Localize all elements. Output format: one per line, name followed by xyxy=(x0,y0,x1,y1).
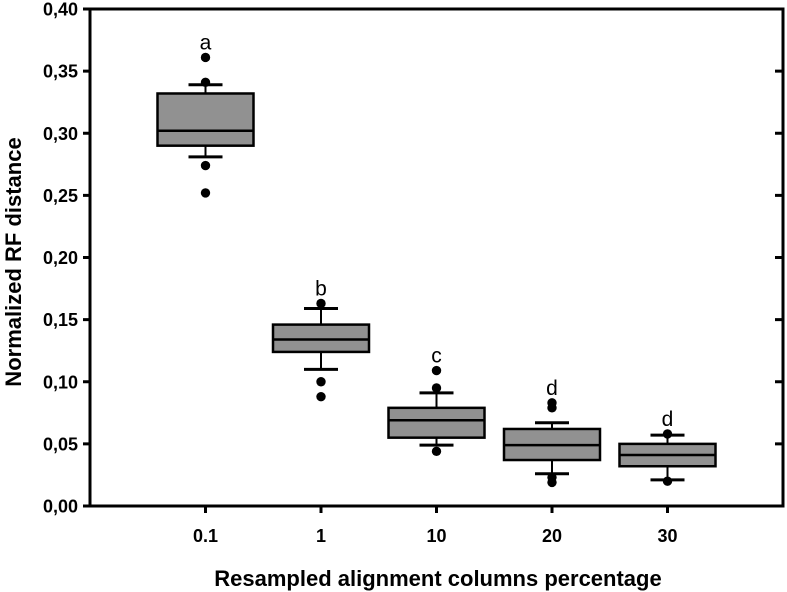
x-axis-title: Resampled alignment columns percentage xyxy=(214,566,662,591)
y-tick-label: 0,10 xyxy=(43,372,78,392)
y-tick-label: 0,15 xyxy=(43,310,78,330)
significance-letter: a xyxy=(200,31,212,54)
outlier-dot xyxy=(547,477,557,488)
y-tick-label: 0,00 xyxy=(43,497,78,517)
outlier-dot xyxy=(200,77,211,88)
outlier-dot xyxy=(200,188,211,198)
outlier-dot xyxy=(200,52,211,63)
outlier-dot xyxy=(431,383,442,393)
outlier-dot xyxy=(316,391,326,402)
y-tick-label: 0,25 xyxy=(43,186,78,206)
y-axis-title: Normalized RF distance xyxy=(1,137,26,387)
x-tick-label: 30 xyxy=(657,526,677,546)
outlier-dot xyxy=(431,365,442,376)
significance-letter: b xyxy=(315,277,327,300)
x-tick-label: 20 xyxy=(542,526,562,546)
significance-letter: d xyxy=(662,408,674,431)
x-tick-label: 10 xyxy=(426,526,446,546)
y-tick-label: 0,20 xyxy=(43,248,78,268)
y-tick-label: 0,30 xyxy=(43,124,78,144)
x-tick-label: 1 xyxy=(316,526,326,546)
x-tick-label: 0.1 xyxy=(193,526,218,546)
outlier-dot xyxy=(547,403,557,413)
y-tick-label: 0,35 xyxy=(43,62,78,82)
y-tick-label: 0,40 xyxy=(43,0,78,20)
box-iqr xyxy=(387,406,486,439)
outlier-dot xyxy=(316,298,326,309)
y-tick-label: 0,05 xyxy=(43,434,78,454)
significance-letter: c xyxy=(431,345,442,368)
outlier-dot xyxy=(662,429,673,439)
outlier-dot xyxy=(316,377,326,387)
outlier-dot xyxy=(431,446,442,457)
outlier-dot xyxy=(200,160,211,171)
outlier-dot xyxy=(662,476,673,486)
significance-letter: d xyxy=(546,377,558,400)
box-iqr xyxy=(156,92,255,147)
